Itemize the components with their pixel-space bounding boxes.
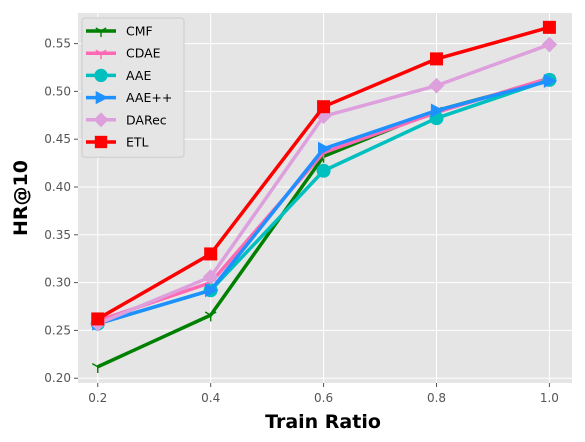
legend-item: AAE++ [86,90,172,105]
legend-item: DARec [86,112,167,127]
data-point [204,311,217,322]
legend-label: CDAE [126,46,161,61]
data-point [317,141,332,156]
data-point [205,283,219,298]
data-point [541,36,558,53]
legend-item: CDAE [86,46,161,61]
data-point [430,52,444,66]
legend-item: AAE [86,68,151,83]
legend-label: AAE++ [126,90,172,105]
y-tick-label: 0.50 [44,84,71,98]
data-point [430,103,445,118]
series-etl [91,20,556,326]
legend-marker [95,27,107,37]
data-point [317,100,331,114]
data-point [202,269,219,285]
y-tick-label: 0.30 [44,276,71,290]
y-tick-label: 0.35 [44,228,71,242]
data-point [204,247,218,261]
data-point [91,362,104,374]
legend-marker [93,112,109,128]
y-axis-ticks: 0.20 0.25 0.30 0.35 0.40 0.45 0.50 0.55 [44,37,78,385]
series-group [89,20,558,374]
legend-label: CMF [126,24,153,39]
legend-label: ETL [126,135,149,150]
x-tick-label: 0.8 [427,391,446,405]
x-tick-label: 0.4 [201,391,220,405]
data-point [543,73,558,88]
legend-marker [95,90,109,105]
y-tick-label: 0.20 [44,371,71,385]
x-tick-label: 1.0 [540,391,559,405]
y-tick-label: 0.55 [44,37,71,51]
data-point [91,312,105,326]
y-axis-label: HR@10 [10,160,32,236]
data-point [316,163,331,178]
legend-label: DARec [126,112,167,127]
y-tick-label: 0.40 [44,180,71,194]
x-tick-label: 0.6 [314,391,333,405]
data-point [542,20,556,34]
y-tick-label: 0.25 [44,323,71,337]
legend-item: ETL [86,135,149,150]
legend-item: CMF [86,24,153,39]
legend-marker [95,49,107,60]
x-tick-label: 0.2 [88,391,107,405]
legend-marker [94,135,108,149]
x-axis-ticks: 0.2 0.4 0.6 0.8 1.0 [88,383,559,405]
legend-label: AAE [126,68,151,83]
y-tick-label: 0.45 [44,132,71,146]
legend: CMF CDAE AAE AAE++ DARec ETL [81,17,185,158]
legend-marker [94,68,108,83]
x-axis-label: Train Ratio [265,411,381,433]
data-point [428,77,445,94]
